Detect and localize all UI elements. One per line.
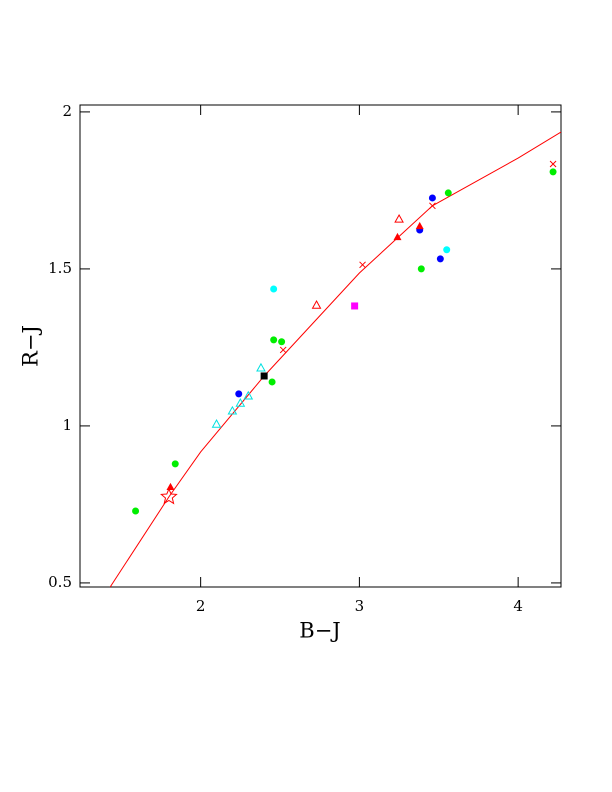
point <box>429 202 436 210</box>
point <box>393 232 402 241</box>
x-tick-label: 3 <box>355 597 365 615</box>
point <box>160 487 178 505</box>
point <box>227 405 238 415</box>
y-tick-label: 0.5 <box>48 573 72 591</box>
point <box>278 338 286 346</box>
fit-curve <box>109 131 561 587</box>
x-tick-label: 4 <box>513 597 523 615</box>
point <box>279 346 287 354</box>
point <box>235 397 246 407</box>
point <box>211 419 222 428</box>
point <box>351 302 359 310</box>
point <box>260 372 268 380</box>
point <box>166 482 175 491</box>
y-tick-label: 2 <box>62 102 72 120</box>
point <box>359 261 366 269</box>
y-tick-label: 1 <box>62 416 72 434</box>
x-tick-label: 2 <box>196 597 206 615</box>
point <box>256 362 266 372</box>
point <box>549 168 557 176</box>
point <box>415 221 424 230</box>
point <box>270 336 278 344</box>
point <box>417 265 425 273</box>
point <box>394 213 404 223</box>
point <box>243 390 254 400</box>
point <box>235 390 243 398</box>
point <box>428 194 436 202</box>
point <box>171 460 179 468</box>
point <box>132 507 140 515</box>
y-tick-label: 1.5 <box>48 259 72 277</box>
point <box>270 285 278 293</box>
point <box>549 160 557 168</box>
point <box>268 378 276 386</box>
point <box>436 255 444 263</box>
point <box>444 189 452 197</box>
y-axis-title: R−J <box>19 325 43 367</box>
point <box>311 299 322 309</box>
point <box>443 246 451 254</box>
plot-frame <box>79 104 562 588</box>
plot-area <box>109 131 561 587</box>
x-axis-title: B−J <box>299 619 340 643</box>
